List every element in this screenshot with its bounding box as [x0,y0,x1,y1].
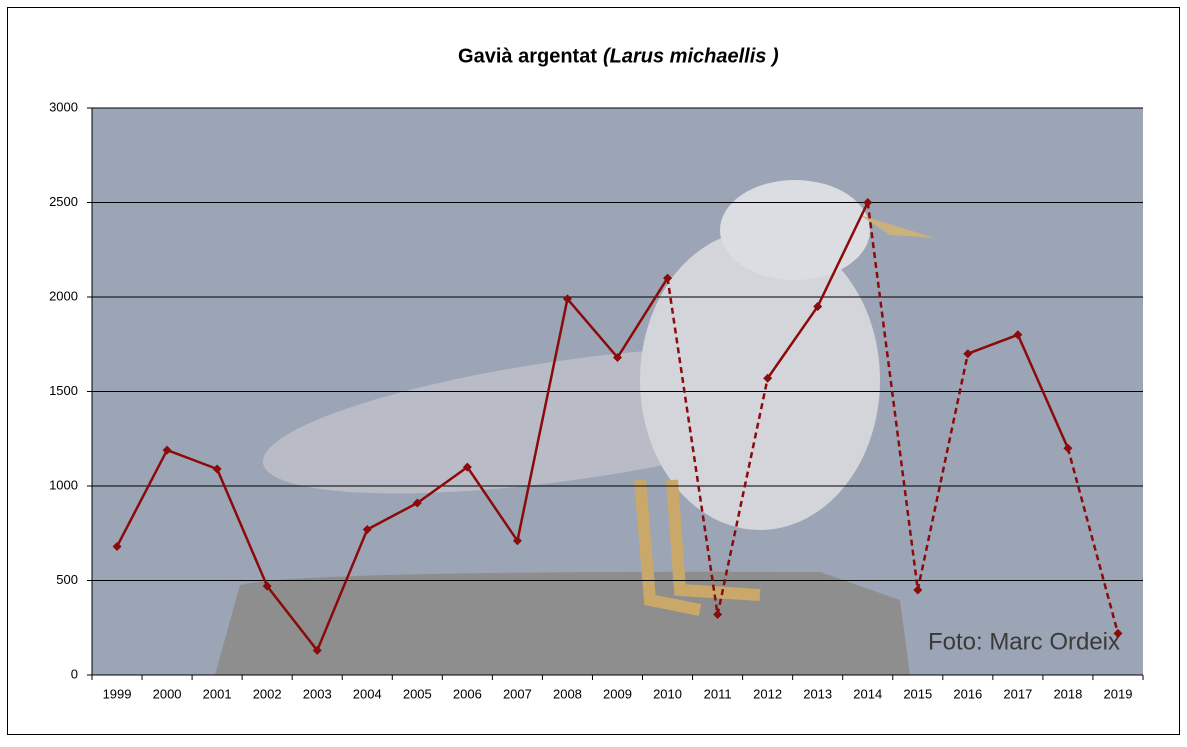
line-segment [716,378,769,615]
line-segment [1066,447,1120,634]
x-tick-label: 2017 [1003,686,1032,701]
line-segment [916,353,970,591]
line-segment [215,468,269,587]
line-segment [416,466,469,505]
y-tick-label: 2000 [49,288,78,303]
x-tick-label: 2001 [203,686,232,701]
line-segment [166,448,218,471]
x-tick-label: 2015 [903,686,932,701]
x-tick-label: 2008 [553,686,582,701]
data-point [1113,628,1123,638]
line-segment [766,305,819,379]
chart-title: Gavià argentat [458,45,597,67]
line-segment [666,277,719,615]
x-tick-label: 2002 [253,686,282,701]
data-point [863,198,873,207]
x-tick-label: 2018 [1053,686,1082,701]
x-tick-label: 2000 [153,686,182,701]
x-tick-label: 2003 [303,686,332,701]
y-tick-label: 1000 [49,477,78,492]
line-segment [967,333,1019,355]
x-tick-label: 1999 [103,686,132,701]
y-tick-label: 1500 [49,383,78,398]
data-point [1063,443,1073,453]
line-segment [366,501,418,531]
data-point [462,462,472,472]
x-tick-label: 2007 [503,686,532,701]
data-point [813,301,823,311]
data-point [212,464,222,474]
data-point [1013,330,1023,340]
x-tick-label: 2016 [953,686,982,701]
data-point [162,445,172,455]
line-segment [566,298,619,359]
data-point [763,373,773,383]
line-segment [466,466,519,542]
line-segment [1016,334,1070,449]
data-point [412,498,422,508]
line-segment [115,449,169,548]
data-point [312,645,322,655]
line-segment [816,201,869,307]
data-point [562,294,572,304]
data-point [713,610,723,620]
data-point [663,273,673,283]
x-tick-label: 2010 [653,686,682,701]
data-point [262,581,272,591]
data-point [613,352,622,362]
x-tick-label: 2012 [753,686,782,701]
data-point [913,585,923,595]
data-point [512,536,522,546]
x-tick-label: 2013 [803,686,832,701]
x-tick-label: 2019 [1104,686,1133,701]
line-segment [316,528,369,651]
line-segment [266,585,319,652]
data-point [963,349,973,359]
chart-title-italic: (Larus michaellis ) [603,45,779,67]
x-tick-label: 2005 [403,686,432,701]
y-tick-label: 3000 [49,99,78,114]
data-point [362,524,372,534]
line-segment [616,277,669,359]
x-tick-label: 2011 [704,686,732,701]
x-tick-label: 2004 [353,686,382,701]
line-segment [866,202,920,591]
data-point [112,541,122,551]
line-segment [516,298,569,542]
x-tick-label: 2014 [853,686,882,701]
y-tick-label: 0 [71,666,78,681]
photo-credit: Foto: Marc Ordeix [928,628,1120,655]
y-tick-label: 2500 [49,194,78,209]
x-tick-label: 2006 [453,686,482,701]
x-tick-label: 2009 [603,686,632,701]
y-tick-label: 500 [56,572,78,587]
